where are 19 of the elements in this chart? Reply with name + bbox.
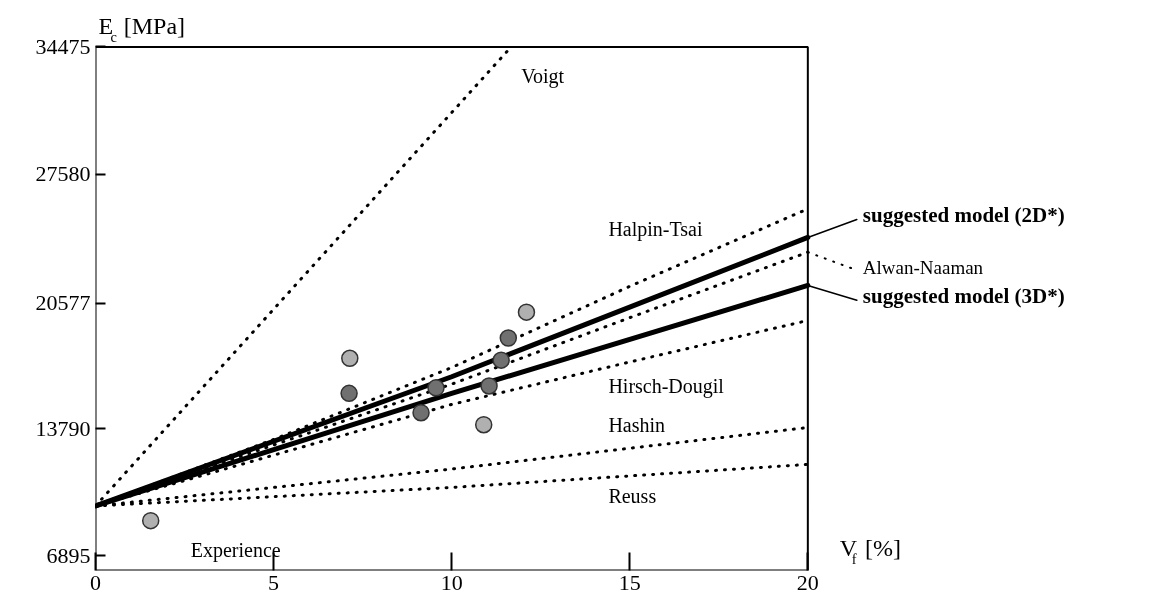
x-tick-label: 5 [268,569,280,595]
x-tick-label: 0 [90,569,101,595]
y-tick-label: 20577 [35,290,91,316]
series-label: Experience [190,538,281,562]
legend-label: suggested model (3D*) [862,284,1065,309]
legend-label: Alwan-Naaman [862,257,984,279]
series-label: Halpin-Tsai [608,217,703,241]
y-tick-label: 13790 [35,415,91,441]
series-label: Voigt [521,64,565,88]
series-label: Hashin [608,413,666,436]
x-tick-label: 10 [440,569,463,595]
legend-label: suggested model (2D*) [862,203,1065,228]
x-tick-label: 20 [796,569,819,595]
y-tick-label: 27580 [35,161,91,187]
x-tick-label: 15 [618,569,641,595]
y-tick-label: 6895 [46,542,91,568]
series-label: Hirsch-Dougil [608,375,725,399]
series-label: Reuss [608,485,657,508]
y-tick-label: 34475 [35,33,91,59]
